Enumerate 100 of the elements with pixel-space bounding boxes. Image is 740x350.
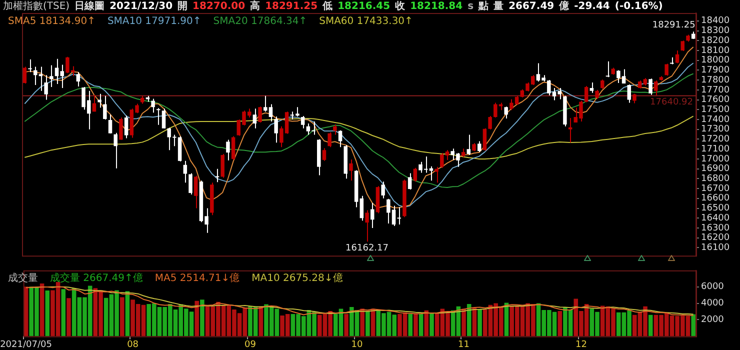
candlestick: [504, 106, 508, 120]
x-tick-label: 08: [127, 340, 139, 350]
candlestick: [119, 117, 123, 140]
bar: [40, 284, 44, 336]
candlestick: [568, 118, 572, 144]
candlestick: [680, 40, 684, 52]
bar: [408, 314, 413, 336]
y-tick-label: 16100: [701, 243, 730, 254]
candlestick: [38, 66, 43, 92]
x-tick-label: 09: [244, 340, 256, 350]
bar: [344, 314, 348, 336]
candlestick: [124, 115, 128, 139]
candlestick: [162, 108, 166, 129]
y-tick-label: 16900: [701, 164, 730, 174]
bar: [558, 310, 562, 336]
bar: [466, 304, 472, 336]
y-tick-label: 18200: [701, 36, 730, 46]
y-tick-label: 16500: [701, 204, 730, 214]
chart-title: 加權指數(TSE): [3, 0, 70, 13]
bar: [194, 300, 199, 336]
bar: [418, 314, 424, 336]
y-tick-label: 17600: [701, 95, 730, 106]
candlestick: [488, 116, 492, 130]
candlestick: [408, 172, 412, 190]
y-tick-label: 16800: [701, 174, 730, 184]
candlestick: [466, 134, 471, 156]
bar: [200, 300, 204, 336]
y-tick-label: 17300: [701, 124, 730, 135]
series-label: 成交量 2667.49↑億: [50, 272, 143, 285]
y-tick-label: 16400: [701, 213, 730, 224]
text: SMA10 17971.90↑: [107, 15, 202, 28]
candlestick: [648, 78, 652, 96]
candlestick: [600, 79, 604, 90]
candlestick: [333, 124, 337, 136]
bar: [430, 313, 434, 336]
y-tick-label: 17800: [701, 75, 730, 86]
candlestick: [274, 116, 278, 144]
text: SMA60 17433.30↑: [319, 15, 413, 28]
bar: [360, 308, 364, 336]
x-tick-label: 12: [575, 340, 587, 350]
candlestick: [156, 108, 160, 126]
bar: [366, 310, 370, 336]
text: SMA5 18134.90↑: [8, 15, 96, 28]
y-tick-label: 18100: [701, 46, 730, 56]
y-tick-label: 16200: [701, 233, 730, 244]
candlestick: [429, 166, 434, 182]
candlestick: [322, 148, 326, 162]
x-tick-label: 2021/07/05: [0, 340, 52, 350]
candlestick: [258, 106, 262, 123]
candlestick: [92, 94, 96, 112]
candlestick: [300, 116, 305, 129]
candlestick: [108, 114, 112, 134]
text: MA10 2675.28↓億: [252, 272, 343, 285]
y-tick-label: 18400: [701, 16, 730, 26]
candlestick: [252, 108, 257, 129]
y-tick-label: 16700: [701, 184, 730, 194]
y-tick-label: 2000: [701, 315, 724, 326]
y-tick-label: 4000: [701, 298, 724, 309]
y-tick-label: 18300: [701, 26, 730, 36]
y-tick-label: 17900: [701, 66, 730, 76]
candlestick: [606, 60, 610, 78]
annotation: 16162.17: [346, 243, 388, 254]
candlestick: [103, 95, 107, 120]
candlestick: [381, 181, 385, 199]
candlestick: [328, 132, 332, 148]
text: SMA20 17864.34↑: [213, 15, 308, 28]
candlestick: [590, 82, 594, 94]
y-tick-label: 17400: [701, 114, 730, 125]
bar: [45, 290, 50, 336]
bar: [691, 314, 696, 336]
candlestick: [632, 93, 636, 104]
candlestick: [151, 98, 155, 114]
bar: [478, 309, 482, 336]
x-tick-label: 10: [351, 340, 364, 350]
candlestick: [226, 139, 230, 161]
candlestick: [22, 66, 27, 84]
candlestick: [360, 195, 364, 222]
candlestick: [627, 84, 632, 104]
candlestick: [370, 202, 374, 228]
candlestick: [114, 132, 118, 169]
candlestick: [188, 172, 192, 195]
y-tick-label: 17100: [701, 144, 730, 154]
candlestick: [215, 168, 220, 183]
candlestick: [664, 63, 668, 76]
bar: [648, 314, 653, 336]
bar: [414, 314, 418, 336]
candlestick: [434, 166, 438, 184]
ref-line-label: 17640.92: [650, 98, 693, 108]
y-tick-label: 16600: [701, 194, 730, 204]
candlestick: [220, 154, 224, 178]
candlestick: [76, 72, 80, 87]
candlestick: [194, 175, 198, 209]
candlestick: [231, 136, 236, 160]
candlestick: [34, 66, 38, 86]
candlestick: [44, 74, 48, 100]
candlestick: [477, 140, 482, 153]
text: 日線圖 2021/12/30 開 18270.00 高 18291.25 低 18216.45 收 18218.84 s 點 量 2667.49 億 -29.44 (-0.16%): [74, 1, 663, 12]
y-tick-label: 6000: [701, 282, 724, 292]
bar: [66, 298, 71, 336]
candlestick: [349, 158, 353, 182]
